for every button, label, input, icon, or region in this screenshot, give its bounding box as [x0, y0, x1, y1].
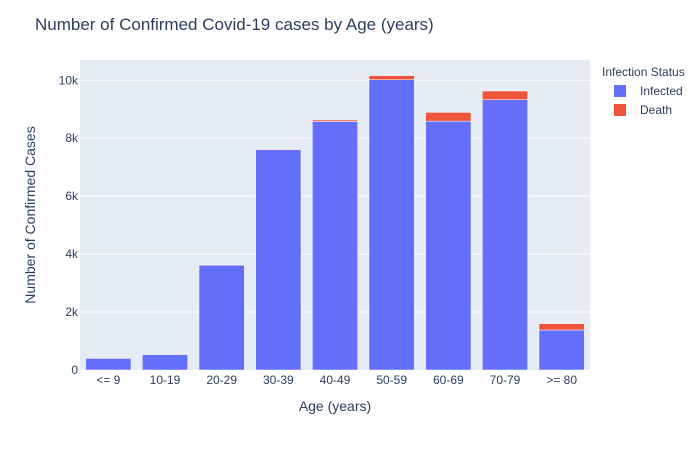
y-tick-label: 10k — [59, 73, 79, 87]
bar-infected[interactable] — [425, 120, 472, 371]
bar-death[interactable] — [312, 119, 358, 122]
legend-title: Infection Status — [602, 65, 685, 79]
x-tick-label: 50-59 — [376, 373, 407, 387]
y-tick-label: 6k — [65, 189, 79, 203]
x-tick-label: <= 9 — [96, 373, 120, 387]
bar-infected[interactable] — [255, 149, 302, 371]
chart-title: Number of Confirmed Covid-19 cases by Ag… — [35, 15, 434, 34]
bar-infected[interactable] — [85, 358, 132, 371]
bar-death[interactable] — [425, 112, 472, 122]
y-tick-label: 2k — [65, 305, 79, 319]
x-axis-title: Age (years) — [299, 398, 371, 414]
y-tick-label: 4k — [65, 247, 79, 261]
bar-death[interactable] — [255, 148, 302, 150]
legend-label-infected[interactable]: Infected — [640, 84, 683, 98]
bar-death[interactable] — [538, 323, 585, 331]
bar-infected[interactable] — [482, 99, 528, 371]
x-tick-label: 10-19 — [150, 373, 181, 387]
x-tick-label: 20-29 — [206, 373, 237, 387]
bars — [85, 75, 585, 371]
bar-death[interactable] — [368, 75, 415, 80]
x-tick-label: 40-49 — [320, 373, 351, 387]
legend-swatch-infected[interactable] — [614, 85, 626, 97]
bar-infected[interactable] — [142, 354, 188, 371]
bar-infected[interactable] — [368, 79, 415, 371]
bar-death[interactable] — [482, 90, 528, 100]
x-tick-label: >= 80 — [546, 373, 577, 387]
y-axis-title: Number of Confirmed Cases — [22, 126, 38, 303]
y-tick-labels: 0 2k 4k 6k 8k 10k — [59, 73, 79, 377]
x-tick-label: 30-39 — [263, 373, 294, 387]
legend: Infection Status Infected Death — [602, 65, 685, 117]
bar-infected[interactable] — [312, 121, 358, 371]
legend-swatch-death[interactable] — [614, 104, 626, 116]
x-tick-label: 60-69 — [433, 373, 464, 387]
legend-label-death[interactable]: Death — [640, 103, 672, 117]
x-tick-label: 70-79 — [490, 373, 521, 387]
y-tick-label: 8k — [65, 131, 79, 145]
bar-infected[interactable] — [538, 329, 585, 371]
y-tick-label: 0 — [71, 363, 78, 377]
bar-infected[interactable] — [198, 264, 245, 371]
x-tick-labels: <= 9 10-19 20-29 30-39 40-49 50-59 60-69 70-79 >… — [96, 373, 577, 387]
